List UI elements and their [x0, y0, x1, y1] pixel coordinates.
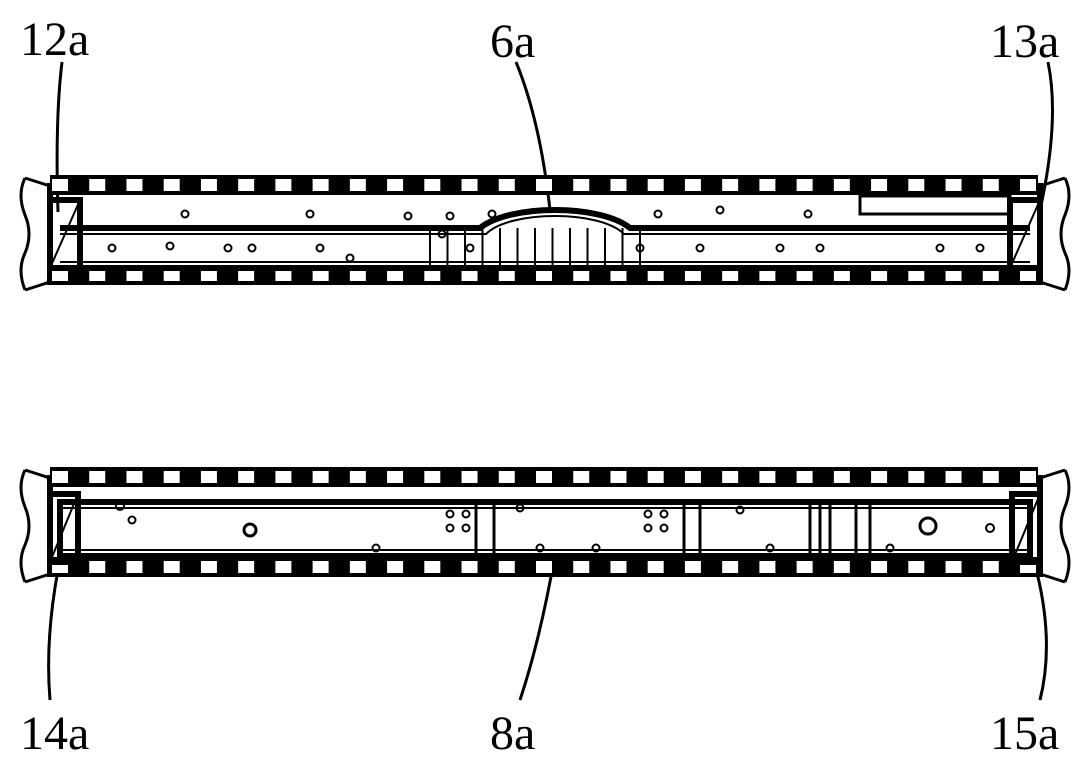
- label-6a: 6a: [490, 18, 535, 66]
- label-13a: 13a: [990, 18, 1059, 66]
- label-12a: 12a: [20, 16, 89, 64]
- label-14a: 14a: [20, 710, 89, 758]
- diagram-canvas: [0, 0, 1089, 755]
- label-15a: 15a: [990, 710, 1059, 758]
- label-8a: 8a: [490, 710, 535, 758]
